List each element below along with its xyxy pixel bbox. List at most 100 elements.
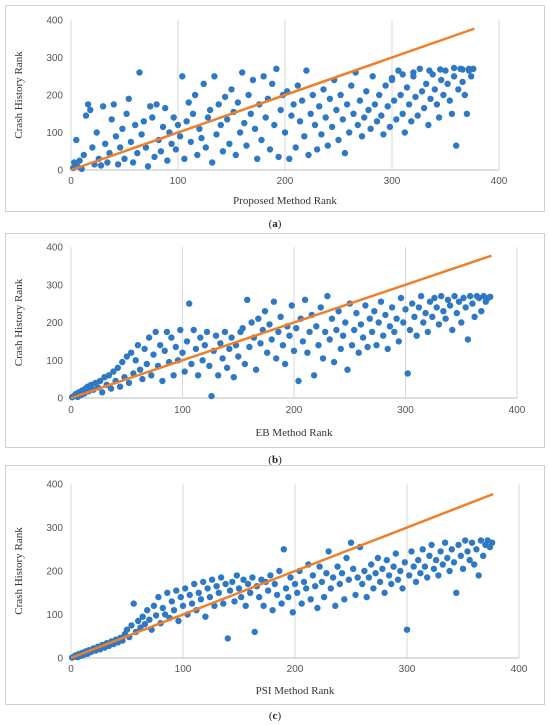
data-point-b bbox=[157, 342, 164, 349]
data-point-b bbox=[446, 302, 454, 309]
data-point-c bbox=[448, 546, 455, 553]
data-point-b bbox=[273, 355, 280, 362]
data-point-b bbox=[148, 372, 155, 379]
data-point-a bbox=[174, 121, 182, 129]
data-point-b bbox=[395, 338, 402, 345]
data-point-b bbox=[417, 292, 425, 300]
data-point-c bbox=[417, 570, 424, 577]
data-point-a bbox=[343, 101, 351, 108]
data-point-c bbox=[462, 537, 469, 544]
data-point-a bbox=[224, 116, 231, 123]
data-point-c bbox=[352, 591, 359, 599]
data-point-b bbox=[244, 296, 251, 303]
data-point-a bbox=[386, 123, 394, 131]
data-point-c bbox=[397, 567, 404, 575]
data-point-b bbox=[326, 336, 333, 343]
data-point-a bbox=[260, 73, 267, 80]
data-point-a bbox=[153, 101, 160, 108]
data-point-c bbox=[388, 580, 395, 588]
data-point-a bbox=[194, 151, 201, 159]
data-point-a bbox=[93, 129, 100, 136]
data-point-b bbox=[221, 328, 229, 336]
data-point-a bbox=[403, 84, 411, 91]
data-point-b bbox=[337, 345, 344, 353]
data-point-c bbox=[376, 578, 384, 586]
data-point-c bbox=[195, 589, 202, 596]
data-point-c bbox=[336, 580, 343, 588]
data-point-b bbox=[261, 308, 269, 315]
data-point-c bbox=[208, 576, 216, 583]
data-point-c bbox=[146, 616, 153, 623]
data-point-c bbox=[338, 570, 346, 577]
data-point-a bbox=[346, 129, 353, 136]
data-point-c bbox=[437, 548, 444, 555]
data-point-b bbox=[188, 360, 195, 368]
data-point-c bbox=[139, 613, 146, 620]
data-point-c bbox=[343, 554, 350, 562]
data-point-a bbox=[397, 91, 404, 99]
scatter-chart-b: 0 100 200 300 400 0 100 200 300 400 EB Method Rank… bbox=[13, 243, 526, 440]
data-point-b bbox=[478, 308, 485, 315]
data-point-c bbox=[480, 552, 487, 559]
data-point-b bbox=[310, 372, 318, 379]
data-point-a bbox=[134, 149, 141, 157]
data-point-a bbox=[151, 153, 158, 161]
data-point-a bbox=[262, 114, 269, 121]
data-point-c bbox=[188, 600, 196, 607]
data-point-b bbox=[257, 340, 264, 347]
x-axis-label-b: EB Method Rank bbox=[256, 427, 333, 439]
data-point-c bbox=[488, 539, 496, 546]
data-point-c bbox=[466, 556, 473, 564]
data-point-b bbox=[96, 377, 104, 385]
data-point-a bbox=[179, 73, 186, 80]
y-tick-label-b: 300 bbox=[46, 280, 63, 291]
data-point-b bbox=[107, 385, 115, 392]
data-point-a bbox=[335, 136, 342, 144]
data-point-c bbox=[164, 589, 171, 596]
data-point-a bbox=[316, 103, 323, 110]
data-point-c bbox=[186, 591, 193, 599]
data-point-b bbox=[426, 298, 434, 305]
data-point-b bbox=[268, 336, 275, 343]
data-point-c bbox=[464, 548, 471, 555]
data-point-b bbox=[192, 345, 200, 353]
data-point-a bbox=[273, 65, 280, 72]
data-point-a bbox=[157, 148, 165, 155]
data-point-a bbox=[296, 118, 304, 125]
data-point-b bbox=[344, 366, 351, 373]
data-point-c bbox=[123, 626, 131, 633]
data-point-c bbox=[379, 565, 386, 572]
data-point-b bbox=[355, 349, 362, 356]
data-point-b bbox=[255, 315, 262, 322]
data-point-a bbox=[209, 159, 216, 166]
data-point-c bbox=[202, 613, 209, 620]
data-point-c bbox=[314, 604, 321, 612]
data-point-b bbox=[299, 338, 307, 345]
data-point-a bbox=[185, 99, 192, 106]
data-point-a bbox=[215, 101, 222, 108]
data-point-b bbox=[467, 292, 474, 300]
data-point-b bbox=[451, 292, 458, 300]
data-point-a bbox=[234, 99, 242, 106]
data-point-c bbox=[365, 574, 373, 581]
y-tick-label-c: 400 bbox=[46, 480, 63, 491]
data-point-a bbox=[275, 153, 282, 161]
data-point-b bbox=[357, 321, 365, 328]
data-point-b bbox=[455, 298, 463, 305]
data-point-c bbox=[432, 556, 440, 564]
data-point-a bbox=[239, 69, 246, 76]
y-tick-label-a: 200 bbox=[46, 91, 63, 102]
data-point-a bbox=[121, 155, 128, 162]
data-point-c bbox=[320, 593, 328, 601]
data-point-a bbox=[356, 97, 364, 104]
data-point-a bbox=[277, 106, 284, 114]
data-point-b bbox=[339, 332, 347, 339]
data-point-a bbox=[149, 114, 156, 121]
data-point-b bbox=[217, 340, 224, 347]
data-point-a bbox=[399, 110, 406, 118]
data-point-b bbox=[438, 292, 445, 300]
data-point-b bbox=[375, 319, 382, 326]
data-point-c bbox=[128, 622, 135, 629]
data-point-b bbox=[181, 368, 188, 375]
data-point-a bbox=[294, 82, 301, 89]
